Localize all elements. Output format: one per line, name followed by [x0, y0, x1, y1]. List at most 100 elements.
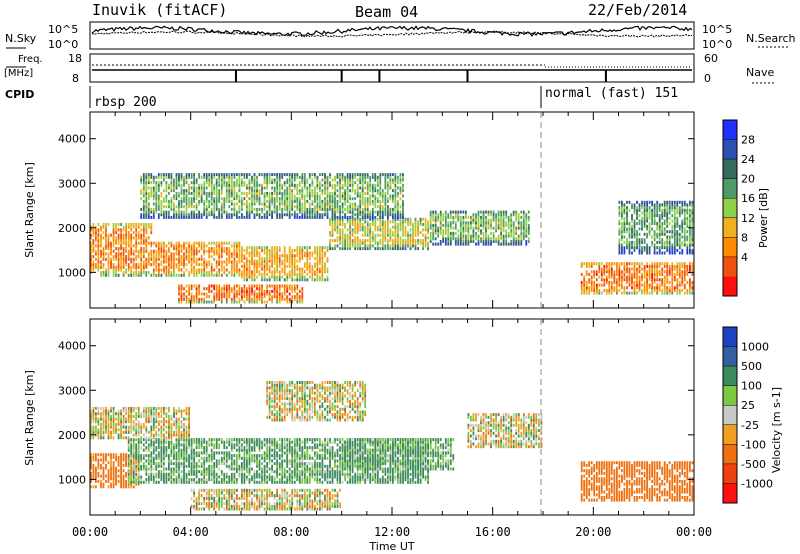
heatmap-cell [117, 263, 120, 267]
heatmap-cell [427, 236, 429, 240]
heatmap-cell [261, 256, 263, 260]
heatmap-cell [339, 178, 341, 182]
heatmap-cell [653, 262, 656, 266]
heatmap-cell [676, 264, 679, 268]
heatmap-cell [283, 272, 286, 276]
heatmap-cell [145, 183, 148, 187]
heatmap-cell [444, 215, 447, 219]
heatmap-cell [137, 448, 140, 452]
heatmap-cell [291, 189, 294, 193]
heatmap-cell [482, 223, 485, 227]
colorbar-tick-label: 28 [741, 134, 755, 147]
heatmap-cell [173, 448, 175, 452]
heatmap-cell [140, 223, 143, 226]
heatmap-cell [233, 292, 236, 296]
heatmap-cell [213, 257, 216, 261]
heatmap-cell [215, 194, 218, 198]
heatmap-cell [276, 270, 278, 274]
heatmap-cell [404, 233, 407, 237]
heatmap-cell [220, 173, 223, 177]
heatmap-cell [173, 467, 175, 471]
heatmap-cell [301, 191, 304, 195]
heatmap-cell [185, 268, 188, 272]
heatmap-cell [517, 223, 520, 227]
heatmap-cell [485, 240, 487, 243]
heatmap-cell [510, 229, 513, 233]
heatmap-cell [381, 173, 384, 177]
heatmap-cell [646, 219, 648, 223]
heatmap-cell [656, 291, 659, 295]
heatmap-cell [170, 199, 173, 203]
heatmap-cell [258, 297, 261, 301]
heatmap-cell [120, 485, 122, 489]
heatmap-cell [155, 252, 158, 256]
heatmap-cell [193, 273, 195, 277]
heatmap-cell [246, 207, 248, 211]
heatmap-cell [384, 178, 387, 182]
heatmap-cell [439, 231, 442, 235]
heatmap-cell [334, 213, 336, 217]
heatmap-cell [628, 227, 631, 231]
heatmap-cell [115, 268, 117, 272]
heatmap-cell [150, 215, 153, 219]
heatmap-cell [293, 175, 296, 179]
heatmap-cell [188, 244, 190, 248]
heatmap-cell [399, 178, 402, 182]
heatmap-cell [220, 289, 223, 293]
heatmap-cell [241, 248, 243, 252]
heatmap-cell [364, 213, 367, 217]
heatmap-cell [686, 238, 689, 242]
heatmap-cell [392, 189, 394, 193]
heatmap-cell [626, 238, 628, 242]
heatmap-cell [397, 233, 399, 237]
heatmap-cell [424, 228, 427, 232]
heatmap-cell [339, 189, 341, 193]
heatmap-cell [653, 270, 656, 274]
heatmap-cell [432, 210, 435, 214]
heatmap-cell [459, 237, 462, 241]
heatmap-cell [188, 191, 190, 195]
heatmap-cell [147, 181, 150, 185]
heatmap-cell [681, 275, 684, 279]
heatmap-cell [102, 225, 105, 229]
heatmap-cell [175, 197, 178, 201]
heatmap-cell [107, 233, 110, 237]
heatmap-cell [92, 455, 95, 459]
heatmap-cell [658, 214, 661, 218]
heatmap-cell [253, 300, 256, 304]
heatmap-cell [314, 272, 316, 276]
heatmap-cell [636, 235, 638, 239]
heatmap-cell [95, 471, 97, 475]
heatmap-cell [324, 178, 326, 182]
heatmap-cell [593, 286, 596, 290]
heatmap-cell [160, 207, 163, 211]
heatmap-cell [185, 297, 188, 301]
heatmap-cell [137, 459, 140, 463]
heatmap-cell [643, 280, 646, 284]
heatmap-cell [208, 181, 211, 185]
heatmap-cell [374, 189, 377, 193]
heatmap-cell [346, 183, 349, 187]
heatmap-cell [273, 178, 276, 182]
heatmap-cell [510, 221, 513, 225]
heatmap-cell [311, 181, 314, 185]
heatmap-cell [230, 178, 233, 182]
heatmap-cell [152, 215, 155, 219]
heatmap-cell [256, 181, 258, 185]
heatmap-cell [651, 286, 653, 290]
heatmap-cell [291, 251, 294, 255]
heatmap-cell [497, 213, 500, 217]
heatmap-cell [389, 233, 392, 237]
heatmap-cell [160, 244, 163, 248]
heatmap-cell [291, 278, 294, 282]
heatmap-cell [303, 262, 306, 266]
heatmap-cell [198, 241, 200, 245]
heatmap-cell [261, 173, 263, 177]
heatmap-cell [384, 186, 387, 190]
heatmap-cell [686, 289, 689, 292]
heatmap-cell [165, 271, 168, 275]
heatmap-cell [623, 240, 626, 244]
heatmap-cell [253, 178, 256, 182]
heatmap-cell [110, 461, 112, 465]
heatmap-cell [263, 251, 266, 255]
